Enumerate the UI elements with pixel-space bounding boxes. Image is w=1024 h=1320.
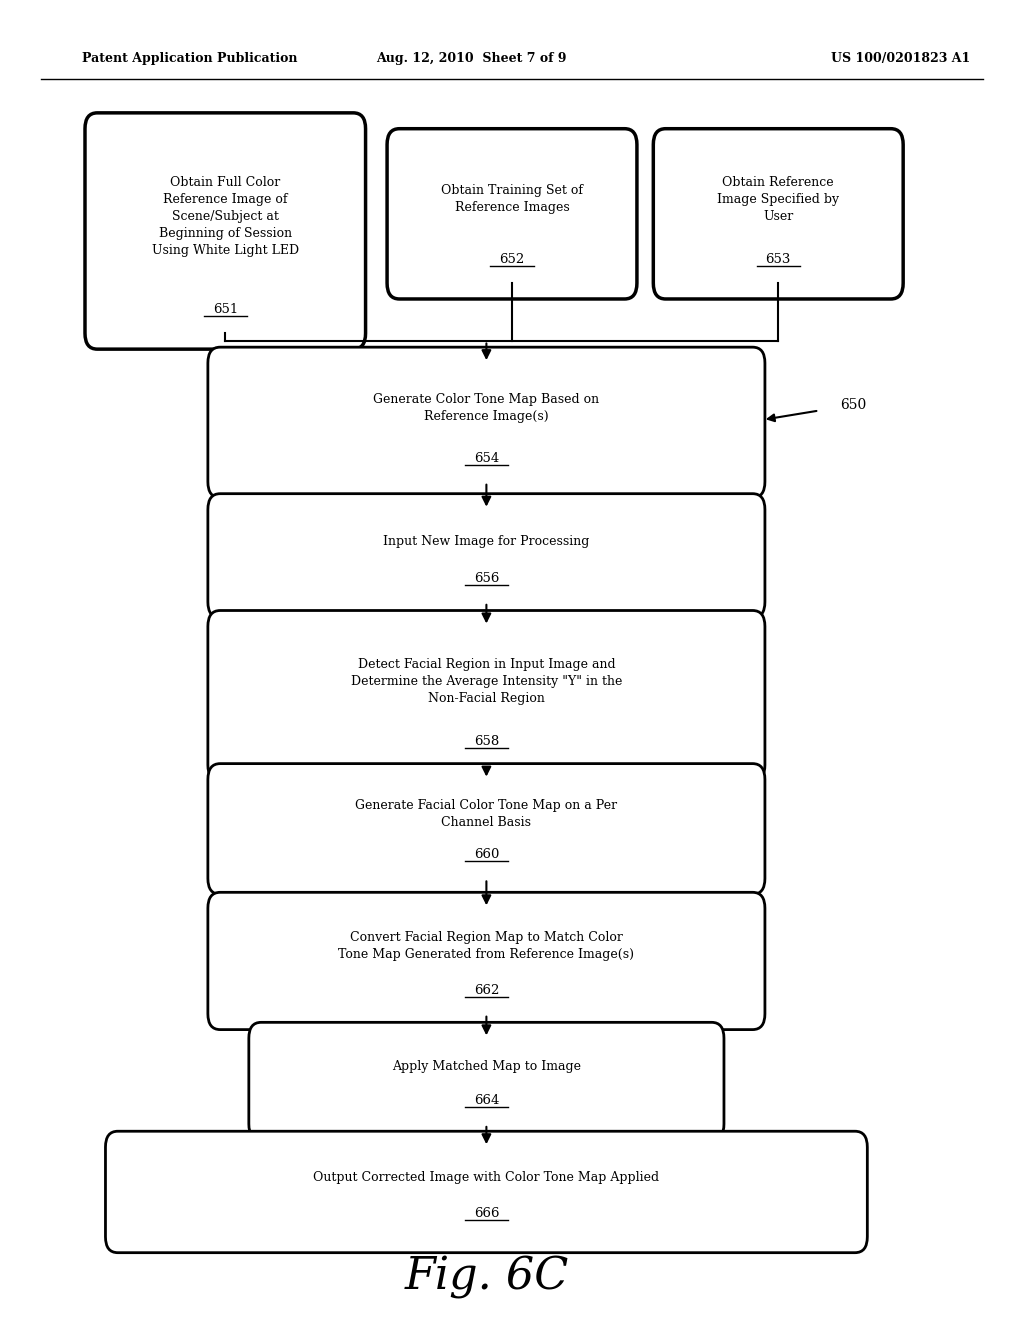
FancyBboxPatch shape [387,129,637,300]
Text: Convert Facial Region Map to Match Color
Tone Map Generated from Reference Image: Convert Facial Region Map to Match Color… [338,932,635,961]
Text: Obtain Reference
Image Specified by
User: Obtain Reference Image Specified by User [717,176,840,223]
Text: Generate Facial Color Tone Map on a Per
Channel Basis: Generate Facial Color Tone Map on a Per … [355,800,617,829]
FancyBboxPatch shape [208,347,765,498]
Text: 653: 653 [766,253,791,267]
Text: Output Corrected Image with Color Tone Map Applied: Output Corrected Image with Color Tone M… [313,1171,659,1184]
FancyBboxPatch shape [249,1022,724,1140]
Text: 662: 662 [474,983,499,997]
Text: 652: 652 [500,253,524,267]
FancyBboxPatch shape [208,763,765,895]
Text: 658: 658 [474,735,499,747]
Text: 664: 664 [474,1094,499,1106]
Text: 660: 660 [474,849,499,861]
Text: Aug. 12, 2010  Sheet 7 of 9: Aug. 12, 2010 Sheet 7 of 9 [376,51,566,65]
Text: Apply Matched Map to Image: Apply Matched Map to Image [392,1060,581,1073]
FancyBboxPatch shape [85,114,366,350]
Text: US 100/0201823 A1: US 100/0201823 A1 [831,51,971,65]
Text: Detect Facial Region in Input Image and
Determine the Average Intensity "Y" in t: Detect Facial Region in Input Image and … [350,657,623,705]
FancyBboxPatch shape [208,610,765,781]
Text: 651: 651 [213,304,238,317]
Text: 654: 654 [474,451,499,465]
Text: Generate Color Tone Map Based on
Reference Image(s): Generate Color Tone Map Based on Referen… [374,393,599,422]
Text: Fig. 6C: Fig. 6C [404,1257,568,1299]
Text: 666: 666 [474,1206,499,1220]
Text: Obtain Training Set of
Reference Images: Obtain Training Set of Reference Images [441,185,583,214]
Text: 656: 656 [474,572,499,585]
FancyBboxPatch shape [653,129,903,300]
Text: Patent Application Publication: Patent Application Publication [82,51,297,65]
FancyBboxPatch shape [208,494,765,618]
Text: 650: 650 [840,399,866,412]
Text: Input New Image for Processing: Input New Image for Processing [383,535,590,548]
FancyBboxPatch shape [208,892,765,1030]
FancyBboxPatch shape [105,1131,867,1253]
Text: Obtain Full Color
Reference Image of
Scene/Subject at
Beginning of Session
Using: Obtain Full Color Reference Image of Sce… [152,176,299,257]
